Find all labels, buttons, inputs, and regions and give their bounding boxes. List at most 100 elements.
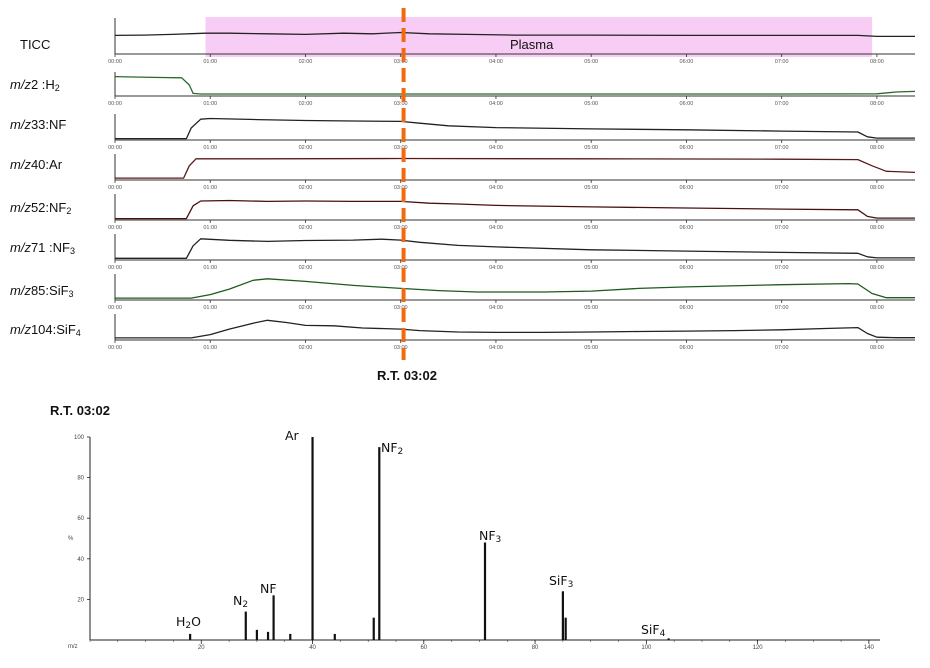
time-tick-label: 06:00 [680,59,694,65]
trace-line [114,75,916,95]
time-tick-label: 06:00 [680,305,694,311]
trace-label-nf: m/z33:NF [10,117,67,132]
time-tick-label: 00:00 [108,225,122,231]
trace-label-nf3: m/z71 :NF3 [10,240,75,256]
time-tick-label: 05:00 [584,345,598,351]
trace-label-sif4: m/z104:SiF4 [10,322,81,338]
trace-line [115,238,915,259]
time-tick-label: 07:00 [775,145,789,151]
spectrum-y-label: % [68,536,74,542]
peak-label-nf3: NF3 [479,528,502,545]
peak-label-nf: NF [260,581,277,596]
time-tick-label: 08:00 [870,225,884,231]
time-tick-label: 04:00 [489,145,503,151]
time-tick-label: 03:00 [394,305,408,311]
trace-panel: 00:00 01:00 02:00 03:00 04:00 05:00 06:00 07:00… [108,18,915,65]
trace-line [114,31,915,38]
trace-line [115,157,916,179]
time-tick-label: 01:00 [203,185,217,191]
time-tick-label: 05:00 [584,145,598,151]
trace-label-nf2: m/z52:NF2 [10,200,72,216]
time-tick-label: 03:00 [394,59,408,65]
time-tick-label: 08:00 [870,265,884,271]
trace-label-ar: m/z40:Ar [10,157,63,172]
trace-line [115,278,915,299]
time-tick-label: 06:00 [680,225,694,231]
time-tick-label: 08:00 [870,59,884,65]
time-tick-label: 02:00 [299,101,313,107]
mass-spectrum: 20 40 60 80 100 120 140 m/z 20 40 60 80 100% [68,435,880,651]
peak-label-sif3: SiF3 [549,573,574,590]
spectrum-x-tick-label: 20 [198,645,205,651]
spectrum-y-tick-label: 100 [74,435,85,441]
peak-label-ar: Ar [285,428,299,443]
time-tick-label: 01:00 [203,225,217,231]
time-tick-label: 05:00 [584,225,598,231]
time-tick-label: 07:00 [775,265,789,271]
trace-label-h2: m/z2 :H2 [10,77,60,93]
spectrum-y-tick-label: 20 [77,597,84,603]
time-tick-label: 06:00 [680,101,694,107]
time-tick-label: 00:00 [108,59,122,65]
peak-label-n2: N2 [233,593,249,610]
time-tick-label: 01:00 [203,265,217,271]
trace-line [115,117,915,140]
trace-panel: 00:00 01:00 02:00 03:00 04:00 05:00 06:00 07:00… [108,314,915,351]
spectrum-y-tick-label: 60 [77,516,84,522]
time-tick-label: 05:00 [584,101,598,107]
spectrum-x-tick-label: 40 [309,645,316,651]
time-tick-label: 06:00 [680,345,694,351]
time-tick-label: 03:00 [394,265,408,271]
trace-panel: 00:00 01:00 02:00 03:00 04:00 05:00 06:00 07:00… [108,274,915,311]
rt-marker-label: R.T. 03:02 [377,368,437,383]
time-tick-label: 01:00 [203,305,217,311]
time-tick-label: 03:00 [394,145,408,151]
spectrum-x-tick-label: 80 [532,645,539,651]
time-tick-label: 01:00 [203,59,217,65]
time-tick-label: 04:00 [489,305,503,311]
time-tick-label: 05:00 [584,185,598,191]
time-tick-label: 07:00 [775,345,789,351]
spectrum-x-tick-label: 60 [420,645,427,651]
time-tick-label: 03:00 [394,345,408,351]
time-tick-label: 02:00 [299,225,313,231]
time-tick-label: 07:00 [775,59,789,65]
time-tick-label: 00:00 [108,185,122,191]
time-tick-label: 04:00 [489,185,503,191]
plasma-band [205,17,873,57]
chromatogram-panels: 00:00 01:00 02:00 03:00 04:00 05:00 06:00 07:00… [108,8,916,360]
trace-panel: 00:00 01:00 02:00 03:00 04:00 05:00 06:00 07:00… [108,234,915,271]
time-tick-label: 02:00 [299,185,313,191]
trace-panel: 00:00 01:00 02:00 03:00 04:00 05:00 06:00 07:00… [108,194,915,231]
time-tick-label: 02:00 [299,145,313,151]
time-tick-label: 07:00 [775,305,789,311]
time-tick-label: 02:00 [299,59,313,65]
spectrum-x-tick-label: 120 [753,645,764,651]
trace-panel: 00:00 01:00 02:00 03:00 04:00 05:00 06:00 07:00… [108,114,915,151]
time-tick-label: 08:00 [870,345,884,351]
time-tick-label: 03:00 [394,185,408,191]
spectrum-y-tick-label: 80 [77,476,84,482]
time-tick-label: 00:00 [108,305,122,311]
time-tick-label: 03:00 [394,225,408,231]
trace-panel: 00:00 01:00 02:00 03:00 04:00 05:00 06:00 07:00… [108,154,916,191]
time-tick-label: 00:00 [108,101,122,107]
spectrum-x-label: m/z [68,644,78,650]
time-tick-label: 08:00 [870,185,884,191]
time-tick-label: 01:00 [203,145,217,151]
time-tick-label: 04:00 [489,59,503,65]
trace-line [115,319,915,339]
time-tick-label: 04:00 [489,265,503,271]
time-tick-label: 00:00 [108,145,122,151]
time-tick-label: 01:00 [203,345,217,351]
peak-label-nf2: NF2 [381,440,404,457]
spectrum-y-tick-label: 40 [77,557,84,563]
time-tick-label: 08:00 [870,305,884,311]
time-tick-label: 03:00 [394,101,408,107]
time-tick-label: 06:00 [680,145,694,151]
peak-label-sif4: SiF4 [641,622,666,639]
trace-label-sif3: m/z85:SiF3 [10,283,74,299]
trace-label-ticc: TICC [20,37,51,52]
trace-line [115,199,915,220]
